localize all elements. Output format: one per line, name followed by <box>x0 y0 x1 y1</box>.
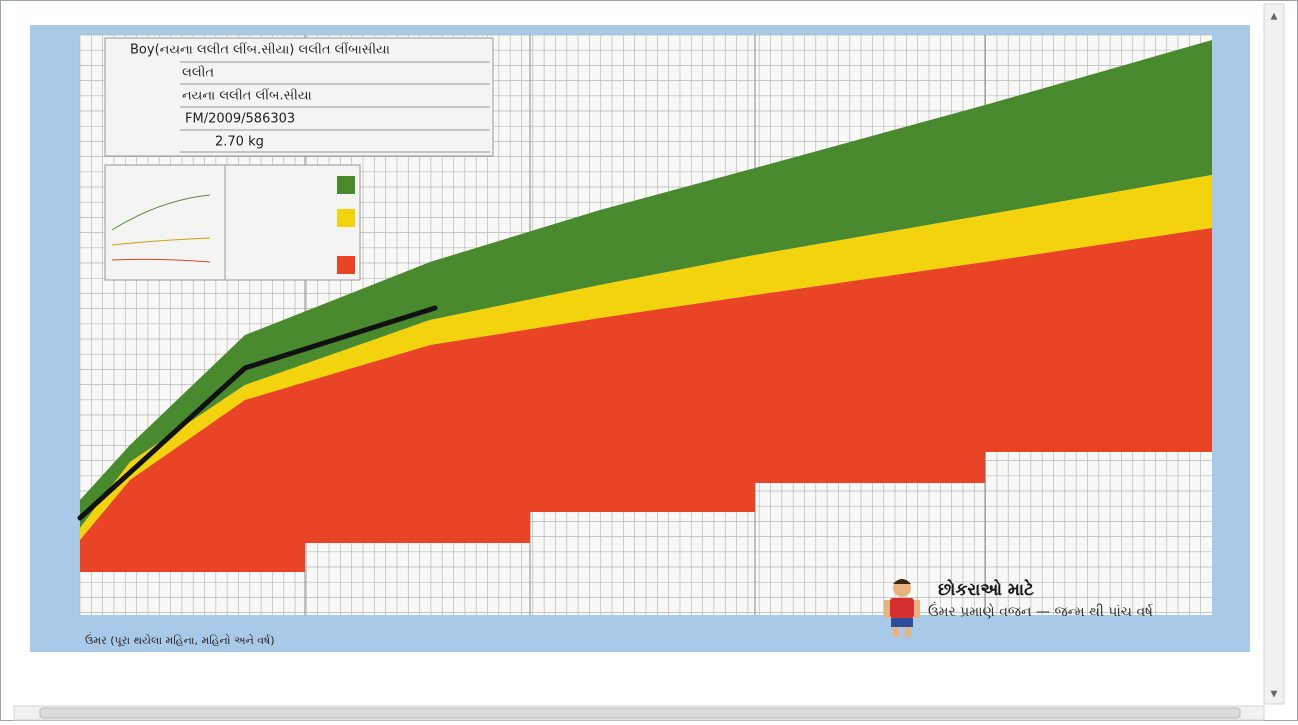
info-box <box>104 37 494 157</box>
birth-weight: 2.70 kg <box>215 135 264 150</box>
legend-curve <box>111 237 211 246</box>
scroll-down-arrow: ▼ <box>1271 690 1278 700</box>
scroll-thumb[interactable] <box>39 707 1241 719</box>
legend-swatch <box>337 256 355 274</box>
footer-subtitle: ઉંમર પ્રમાણે વજન — જન્મ થી પાંચ વર્ષ <box>928 601 1153 620</box>
band-yellow <box>80 175 1212 540</box>
info-field-labels <box>180 61 490 153</box>
vertical-scrollbar[interactable] <box>1263 3 1285 705</box>
x-axis-label: ઉંમર (પૂરા થયેલા મહિના, મહિનો અને વર્ષ) <box>85 631 275 647</box>
legend-swatch <box>337 209 355 227</box>
legend-box <box>104 164 361 281</box>
boy-icon <box>884 579 920 637</box>
band-green <box>80 40 1212 528</box>
legend-curve <box>111 194 211 231</box>
child-name: Boy(નયના લલીત લીંબ.સીયા) લલીત લીંબાસીયા <box>130 42 390 58</box>
scroll-up[interactable] <box>1266 8 1282 24</box>
scroll-up-arrow: ▲ <box>1271 12 1278 22</box>
band-red <box>80 228 1212 572</box>
legend-curve <box>111 258 211 263</box>
bands <box>80 40 1212 572</box>
child-weight-line <box>77 305 438 521</box>
legend-swatch <box>337 176 355 194</box>
mother-name: નયના લલીત લીંબ.સીયા <box>182 88 312 104</box>
registration: FM/2009/586303 <box>185 112 295 127</box>
footer-title: છોકરાઓ માટે <box>938 578 1034 600</box>
father-name: લલીત <box>182 65 214 81</box>
